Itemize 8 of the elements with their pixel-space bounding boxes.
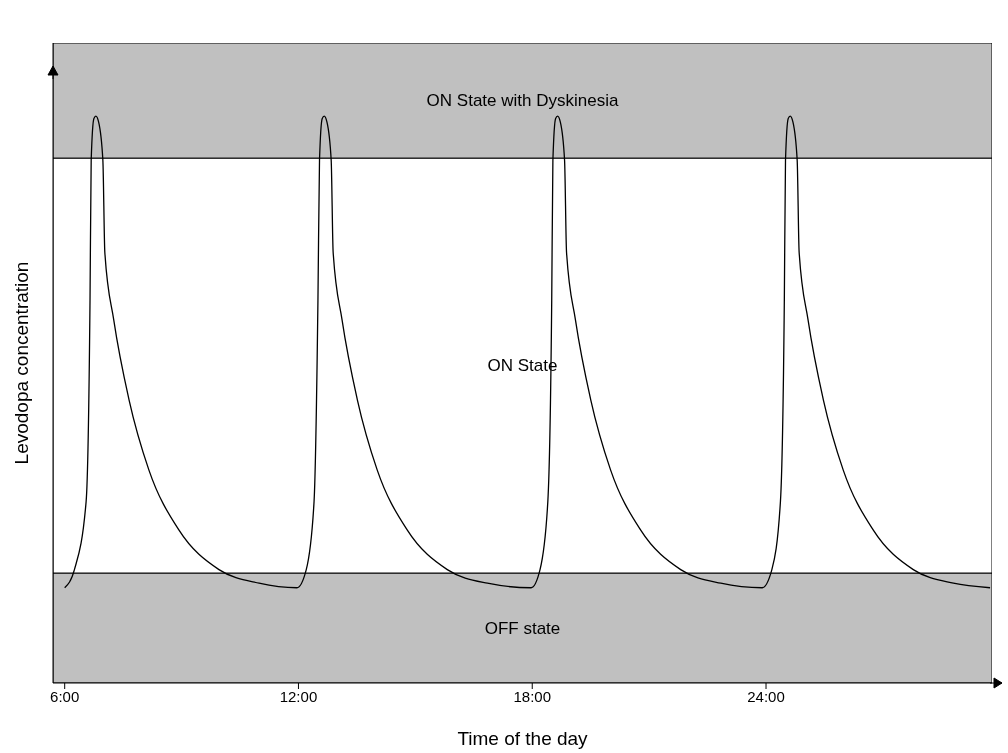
y-axis-title: Levodopa concentration — [10, 261, 32, 465]
band-label: ON State with Dyskinesia — [426, 91, 619, 111]
x-axis-title: Time of the day — [457, 728, 589, 749]
x-tick-label: 18:00 — [513, 687, 552, 705]
x-tick-label: 12:00 — [279, 687, 318, 705]
band-label: OFF state — [484, 618, 561, 638]
x-tick-label: 24:00 — [747, 687, 785, 705]
x-tick-label: 6:00 — [50, 687, 80, 705]
